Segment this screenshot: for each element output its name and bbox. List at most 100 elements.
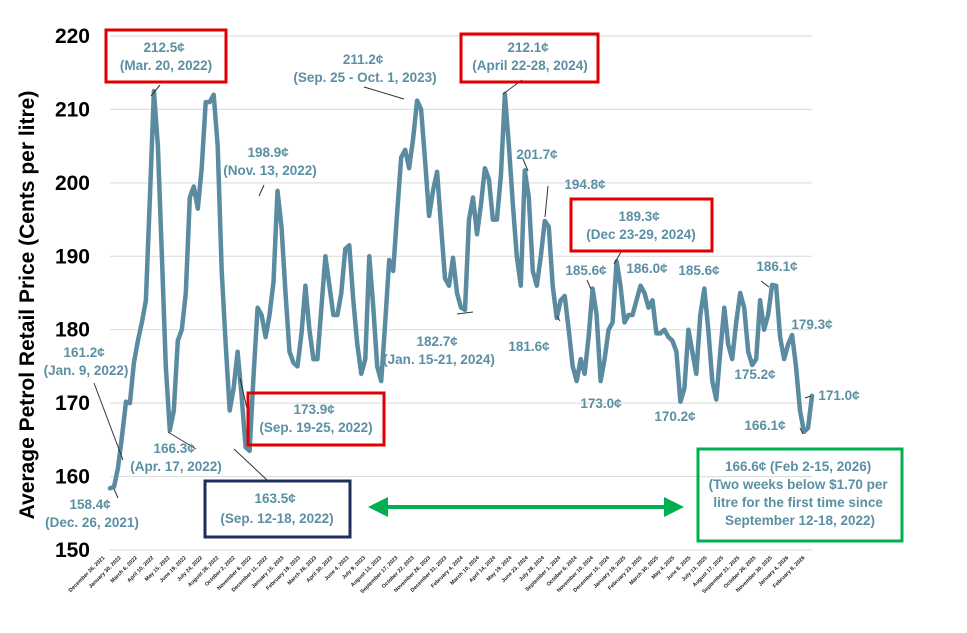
data-point — [232, 387, 235, 390]
annotation-173-0: 173.0¢ — [580, 396, 622, 411]
data-point — [559, 299, 562, 302]
data-point — [511, 203, 515, 207]
annotation-box-red — [569, 197, 714, 253]
data-point — [156, 144, 160, 148]
y-tick-label: 180 — [55, 319, 90, 342]
annotation-box-red — [246, 391, 386, 447]
data-point — [148, 196, 152, 199]
data-point — [220, 269, 223, 273]
data-point — [284, 291, 287, 295]
data-point — [683, 387, 686, 390]
data-point — [236, 350, 239, 353]
data-point — [435, 170, 439, 174]
data-point — [539, 255, 542, 258]
data-point — [762, 328, 766, 331]
data-point — [160, 255, 164, 258]
annotation-peak-apr-2024: 212.1¢ (April 22-28, 2024) — [472, 40, 588, 73]
data-point — [715, 398, 718, 401]
data-point — [515, 255, 519, 258]
data-point — [348, 244, 351, 247]
annotation-box-green — [696, 447, 904, 543]
data-point — [746, 350, 750, 353]
data-point — [495, 218, 499, 221]
data-point — [507, 144, 511, 148]
data-point — [184, 291, 187, 295]
data-point — [727, 343, 730, 346]
data-point — [627, 313, 630, 317]
data-point — [336, 313, 339, 317]
data-point — [643, 291, 646, 295]
data-point — [212, 93, 215, 96]
data-point — [655, 332, 658, 335]
leader-lines — [93, 79, 812, 499]
annotation-171-0: 171.0¢ — [818, 388, 860, 403]
data-point — [806, 426, 810, 430]
annotation-179-3: 179.3¢ — [791, 317, 833, 332]
data-point — [535, 284, 538, 287]
data-point — [447, 284, 451, 287]
data-point — [607, 328, 610, 331]
data-point — [774, 284, 778, 287]
data-point — [551, 284, 554, 287]
data-point — [611, 321, 614, 324]
data-point — [527, 196, 531, 199]
data-point — [328, 284, 331, 287]
annotation-186-1: 186.1¢ — [756, 259, 798, 274]
y-tick-label: 160 — [55, 466, 90, 489]
data-point — [368, 255, 371, 258]
data-point — [304, 284, 307, 287]
data-point — [742, 306, 746, 309]
annotation-box-red — [459, 32, 600, 84]
data-point — [224, 343, 227, 346]
data-point — [583, 372, 586, 375]
data-point — [798, 409, 802, 412]
data-point — [647, 306, 650, 309]
data-point — [411, 137, 415, 140]
data-point — [164, 365, 168, 368]
data-point — [384, 321, 387, 324]
annotation-jan-2022: 161.2¢ (Jan. 9, 2022) — [44, 345, 129, 378]
data-point — [128, 401, 132, 405]
data-point — [563, 294, 566, 298]
data-point — [770, 283, 774, 287]
data-point — [567, 328, 570, 331]
data-point — [487, 177, 491, 181]
data-point — [188, 196, 191, 199]
annotation-box-red — [104, 28, 228, 84]
data-point — [790, 333, 794, 337]
data-point — [439, 225, 443, 229]
data-point — [296, 365, 299, 368]
data-point — [778, 335, 782, 339]
data-point — [599, 379, 602, 383]
data-point — [196, 207, 199, 210]
data-point — [340, 291, 343, 295]
data-point — [352, 299, 355, 302]
data-point — [659, 332, 662, 335]
annotation-peak-sep-2023: 211.2¢ (Sep. 25 - Oct. 1, 2023) — [293, 52, 436, 85]
data-point — [144, 299, 148, 302]
data-point — [794, 365, 798, 368]
data-point — [731, 357, 734, 361]
data-point — [623, 321, 626, 324]
price-points — [108, 89, 814, 490]
data-point — [172, 409, 176, 412]
data-point — [687, 328, 690, 331]
data-point — [288, 350, 291, 353]
data-point — [116, 466, 120, 469]
data-point — [280, 225, 283, 229]
annotation-low-dec-2021: 158.4¢ (Dec. 26, 2021) — [45, 497, 139, 530]
data-point — [300, 332, 303, 335]
data-point — [344, 247, 347, 251]
data-point — [651, 299, 654, 302]
data-point — [252, 373, 255, 376]
data-point — [786, 343, 790, 346]
data-point — [635, 299, 638, 302]
data-point — [675, 350, 678, 353]
data-point — [228, 409, 231, 412]
data-point — [579, 357, 582, 361]
data-point — [308, 328, 311, 331]
data-point — [802, 430, 806, 433]
data-point — [711, 379, 714, 383]
y-tick-label: 190 — [55, 245, 90, 268]
